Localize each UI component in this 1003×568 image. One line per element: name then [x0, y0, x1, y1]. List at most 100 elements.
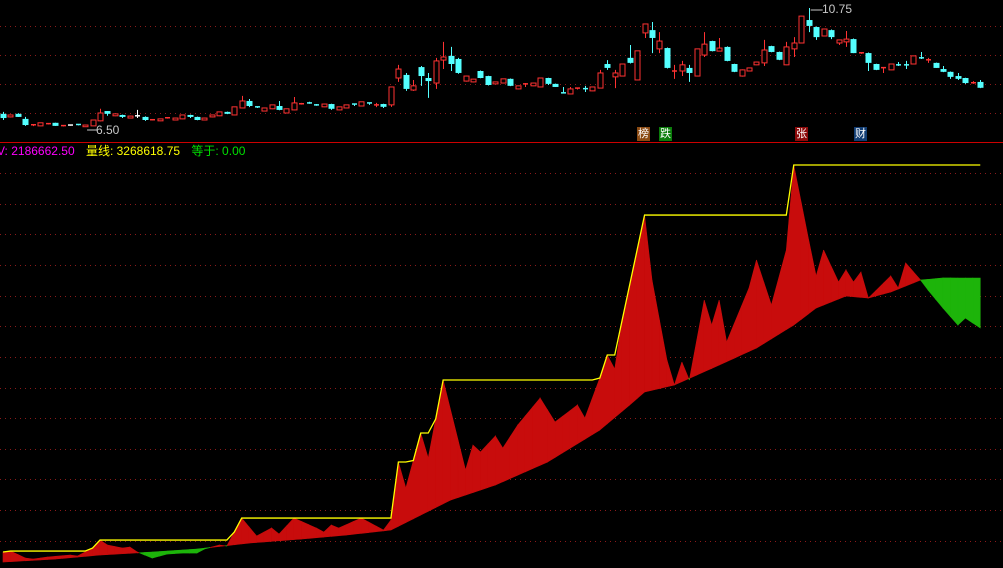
candle [76, 123, 81, 126]
candle [612, 69, 619, 89]
candle [61, 124, 66, 127]
candle [716, 37, 723, 52]
candle [239, 95, 246, 109]
area-segment [875, 282, 884, 297]
candle [209, 114, 216, 118]
candle [201, 117, 208, 121]
candle [0, 111, 7, 120]
candle-body [552, 83, 559, 87]
candle [955, 72, 962, 80]
indicator-area [2, 164, 981, 563]
area-segment [838, 268, 847, 300]
area-segment [442, 379, 451, 505]
area-segment [726, 323, 735, 363]
candle-body [798, 15, 805, 44]
candle-body [261, 107, 268, 112]
candle-body [418, 67, 425, 77]
candle [888, 63, 895, 71]
candle [896, 62, 901, 66]
candle [440, 41, 447, 70]
area-segment [256, 531, 265, 543]
area-segment [965, 277, 974, 324]
candle-body [664, 48, 671, 68]
area-segment [338, 524, 347, 537]
candle-body [82, 124, 89, 128]
candle [552, 83, 559, 87]
area-segment [532, 397, 541, 470]
candle [172, 117, 179, 121]
area-segment [450, 409, 459, 501]
area-segment [584, 397, 593, 440]
candle-body [157, 118, 164, 122]
candle [746, 67, 753, 72]
candle [791, 37, 798, 57]
area-segment [800, 202, 809, 320]
area-segment [763, 282, 772, 344]
area-segment [62, 554, 71, 559]
candle [940, 65, 947, 73]
candle [328, 103, 335, 110]
indicator-gridlines [0, 173, 1003, 542]
candle [947, 71, 954, 79]
badge-rise[interactable]: 张 [795, 127, 808, 141]
area-segment [756, 259, 765, 349]
area-segment [860, 271, 869, 299]
candle [112, 113, 119, 117]
area-segment [241, 517, 250, 545]
area-segment [592, 377, 601, 436]
candle-body [433, 60, 440, 84]
badge-fall[interactable]: 跌 [659, 127, 672, 141]
candle-body [187, 114, 194, 117]
candle-body [104, 111, 111, 114]
candle-body [179, 114, 186, 120]
area-segment [912, 270, 922, 284]
candle [634, 50, 641, 81]
badge-finance[interactable]: 财 [854, 127, 867, 141]
candle [485, 75, 492, 86]
candle-body [388, 86, 395, 106]
area-segment [10, 550, 19, 562]
candle [276, 100, 283, 111]
candle [246, 99, 253, 108]
candle [97, 108, 104, 122]
candle [926, 57, 931, 63]
candle-body [537, 77, 544, 88]
area-segment [942, 277, 951, 318]
candle [343, 104, 350, 109]
area-segment [778, 249, 787, 335]
candle-body [0, 113, 7, 119]
area-segment [345, 520, 354, 536]
candle [463, 75, 470, 82]
candle [374, 102, 379, 108]
area-segment [330, 524, 340, 537]
candle-body [716, 47, 723, 52]
candle-body [172, 117, 179, 121]
candle [31, 124, 36, 127]
candle-body [380, 104, 387, 107]
area-segment [323, 524, 332, 538]
candle-body [142, 116, 149, 120]
area-segment [495, 434, 504, 486]
candle [37, 122, 44, 127]
area-segment [457, 439, 466, 498]
area-segment [703, 299, 713, 373]
area-segment [271, 527, 280, 542]
area-segment [830, 265, 839, 303]
candle [507, 78, 514, 87]
candle [806, 8, 813, 33]
area-segment [114, 546, 123, 555]
badge-longhubang[interactable]: 榜 [637, 127, 650, 141]
area-segment [517, 415, 526, 476]
candle [575, 87, 580, 90]
area-segment [92, 539, 101, 557]
area-segment [204, 547, 211, 550]
candle [649, 22, 656, 54]
area-segment [375, 525, 384, 533]
area-segment [562, 410, 571, 454]
area-segment [39, 556, 49, 561]
area-segment [972, 277, 981, 329]
area-segment [368, 521, 377, 533]
candle [283, 108, 290, 114]
candle-body [724, 46, 731, 61]
